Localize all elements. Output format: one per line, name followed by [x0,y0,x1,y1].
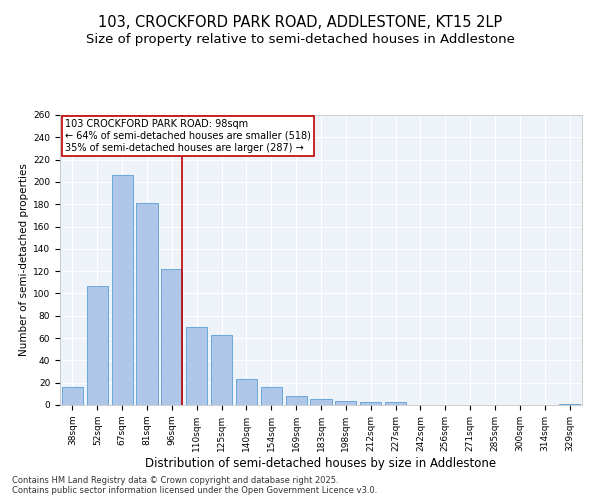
Bar [310,400,332,405]
Bar [261,387,282,405]
Bar [360,402,381,405]
Text: Contains HM Land Registry data © Crown copyright and database right 2025.
Contai: Contains HM Land Registry data © Crown c… [12,476,377,495]
Text: 103 CROCKFORD PARK ROAD: 98sqm
← 64% of semi-detached houses are smaller (518)
3: 103 CROCKFORD PARK ROAD: 98sqm ← 64% of … [65,120,311,152]
Text: Size of property relative to semi-detached houses in Addlestone: Size of property relative to semi-detach… [86,32,514,46]
Bar [211,334,232,405]
Bar [87,286,108,405]
Bar [559,404,580,405]
Bar [62,387,83,405]
Bar [385,402,406,405]
Bar [112,175,133,405]
Bar [161,269,182,405]
X-axis label: Distribution of semi-detached houses by size in Addlestone: Distribution of semi-detached houses by … [145,456,497,469]
Y-axis label: Number of semi-detached properties: Number of semi-detached properties [19,164,29,356]
Bar [335,400,356,405]
Bar [286,396,307,405]
Bar [136,203,158,405]
Text: 103, CROCKFORD PARK ROAD, ADDLESTONE, KT15 2LP: 103, CROCKFORD PARK ROAD, ADDLESTONE, KT… [98,15,502,30]
Bar [186,327,207,405]
Bar [236,380,257,405]
